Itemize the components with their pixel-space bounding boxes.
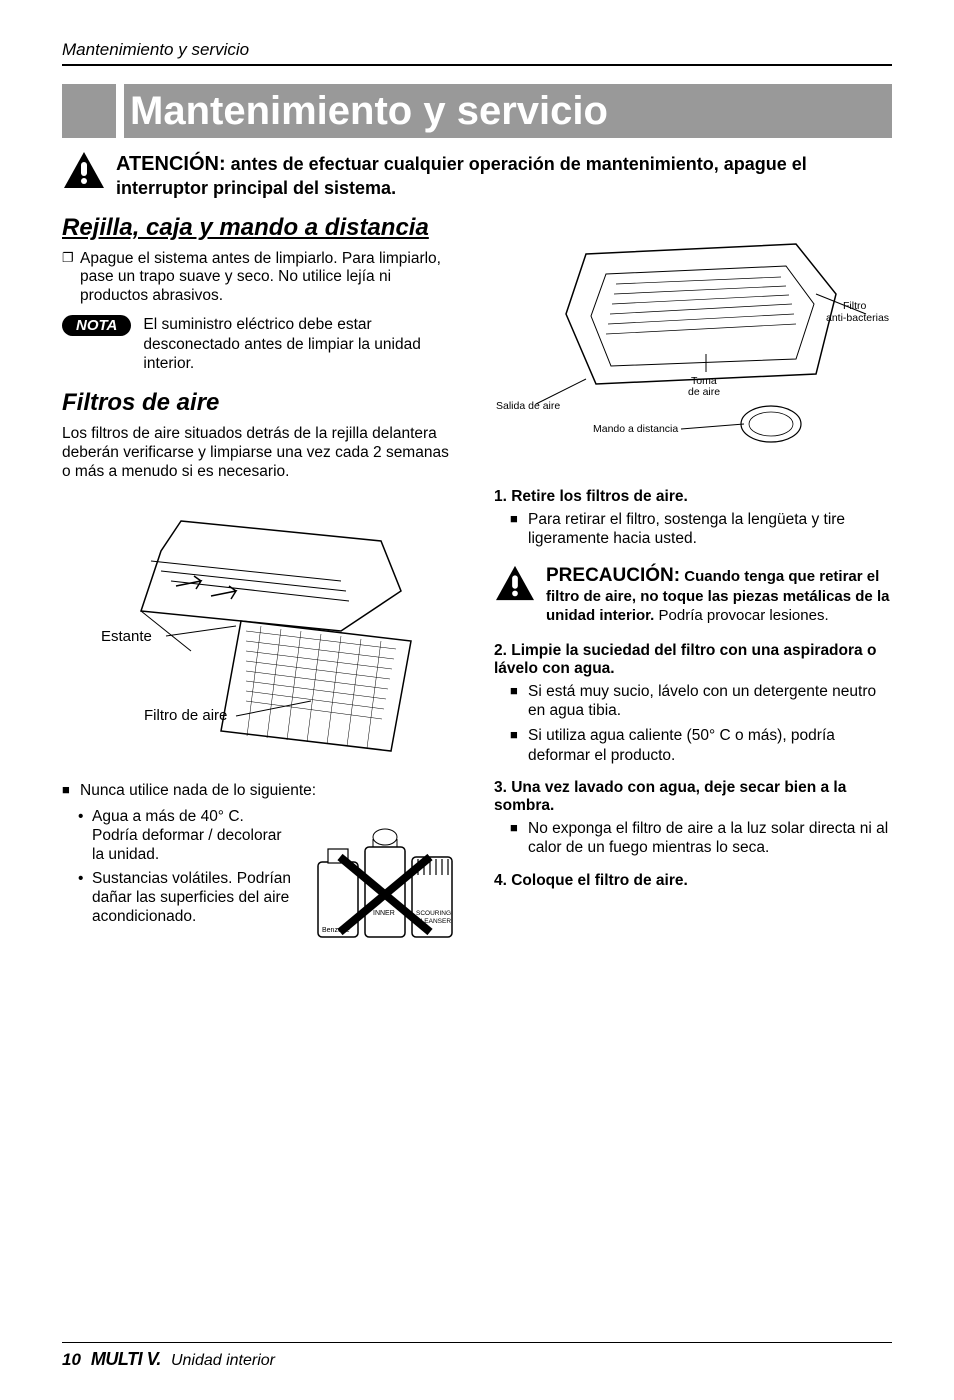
step-4-title: 4. Coloque el filtro de aire. [494,872,892,890]
step-1-title: 1. Retire los filtros de aire. [494,488,892,506]
section-grille-title: Rejilla, caja y mando a distancia [62,214,460,242]
caution-lead: PRECAUCIÓN: [546,565,680,586]
never-item-2: Sustancias volátiles. Podrían dañar las … [62,869,292,927]
label-mando: Mando a distancia [593,423,678,435]
section-filters-title: Filtros de aire [62,389,460,417]
warning-icon [494,564,536,607]
brand-logo: MULTI V. [91,1349,161,1370]
label-toma-2: de aire [688,386,720,398]
breadcrumb: Mantenimiento y servicio [62,40,892,66]
caution-tail: Podría provocar lesiones. [659,607,829,624]
step-2-item-2: Si utiliza agua caliente (50° C o más), … [510,726,892,765]
label-salida: Salida de aire [496,400,560,412]
never-item-1: Agua a más de 40° C. Podría deformar / d… [62,807,292,865]
spray-cans-diagram: Benzene INNER SCOURING CLEANSER [310,807,460,952]
page-number: 10 [62,1350,81,1370]
page-footer: 10 MULTI V. Unidad interior [62,1342,892,1370]
title-square-decor [62,84,116,138]
footer-tail: Unidad interior [171,1352,275,1370]
step-3-item-1: No exponga el filtro de aire a la luz so… [510,819,892,858]
warning-icon [62,150,106,195]
warning-lead: ATENCIÓN: [116,153,226,175]
label-inner: INNER [373,910,395,917]
section-filters-para: Los filtros de aire situados detrás de l… [62,425,460,481]
label-filtro-anti-2: anti-bacterias [826,312,889,324]
step-2-item-1: Si está muy sucio, lávelo con un deterge… [510,682,892,721]
top-warning: ATENCIÓN: antes de efectuar cualquier op… [62,150,892,200]
filter-diagram: Estante Filtro de aire [62,491,460,771]
nota-text: El suministro eléctrico debe estar desco… [143,315,460,373]
step-1-item-1: Para retirar el filtro, sostenga la leng… [510,510,892,549]
caution-block: PRECAUCIÓN: Cuando tenga que retirar el … [494,564,892,625]
step-3-title: 3. Una vez lavado con agua, deje secar b… [494,779,892,815]
label-filtro-anti-1: Filtro [843,300,866,312]
label-scouring: SCOURING [416,910,451,917]
page-title: Mantenimiento y servicio [124,84,892,138]
step-2-title: 2. Limpie la suciedad del filtro con una… [494,642,892,678]
unit-diagram: Filtro anti-bacterias Toma de aire Salid… [494,224,892,474]
section-grille-para: Apague el sistema antes de limpiarlo. Pa… [62,250,460,306]
top-warning-text: ATENCIÓN: antes de efectuar cualquier op… [116,150,892,200]
label-filtro: Filtro de aire [144,707,227,724]
never-heading: Nunca utilice nada de lo siguiente: [62,781,460,800]
page-title-bar: Mantenimiento y servicio [62,84,892,138]
label-estante: Estante [101,628,152,645]
nota-label: NOTA [62,315,131,336]
nota-block: NOTA El suministro eléctrico debe estar … [62,315,460,373]
